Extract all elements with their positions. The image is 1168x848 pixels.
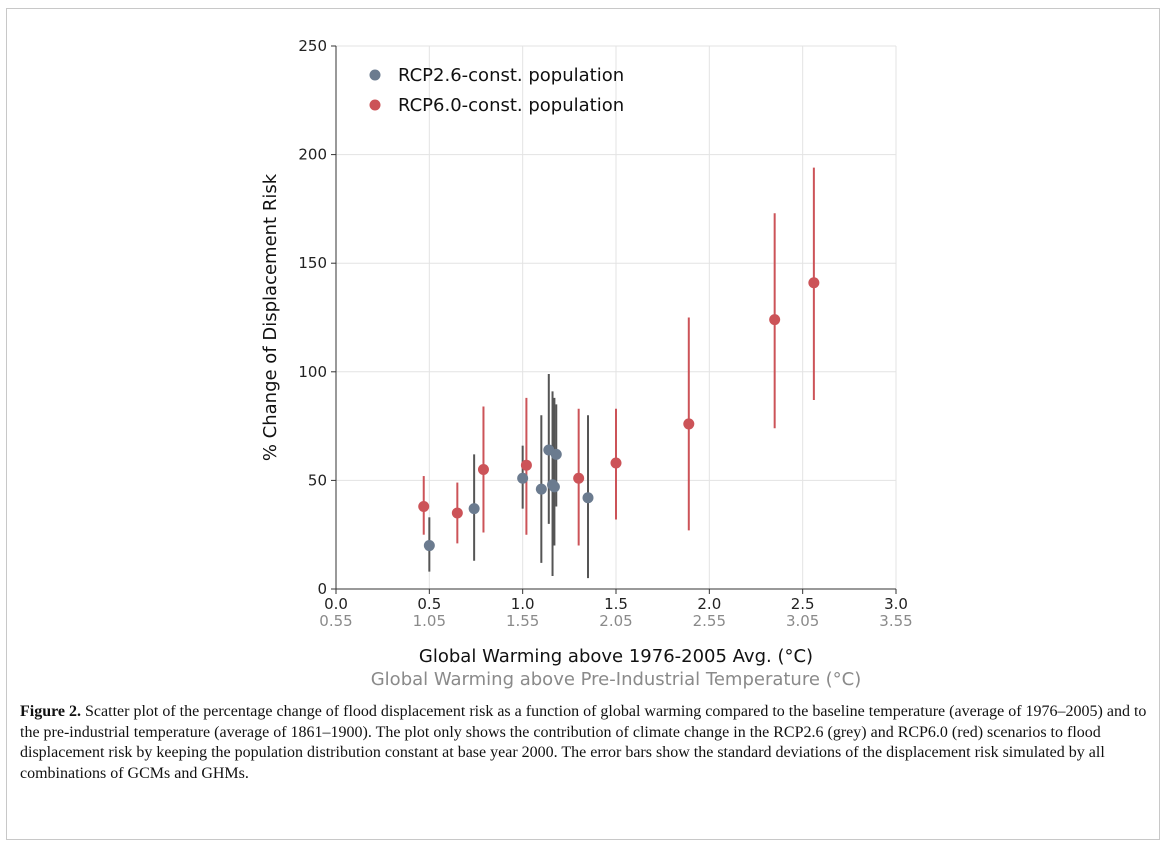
- x-axis-label: Global Warming above 1976-2005 Avg. (°C): [419, 646, 813, 667]
- point-series-2: [769, 314, 781, 326]
- y-tick-label: 0: [317, 580, 327, 598]
- legend: RCP2.6-const. population RCP6.0-const. po…: [369, 65, 624, 116]
- y-axis-label: % Change of Displacement Risk: [260, 173, 281, 461]
- x-tick-label: 2.5: [791, 595, 815, 613]
- legend-label-series-1: RCP2.6-const. population: [398, 65, 624, 86]
- x-tick-label: 0.0: [324, 595, 348, 613]
- y-tick-label: 50: [308, 471, 327, 489]
- y-tick-label: 200: [298, 146, 327, 164]
- scatter-chart: 0.00.550.51.051.01.551.52.052.02.552.53.…: [260, 37, 913, 690]
- point-series-2: [418, 500, 430, 512]
- legend-marker-series-1: [369, 69, 381, 81]
- x-tick-label-secondary: 2.55: [693, 612, 726, 630]
- x-tick-label: 1.5: [604, 595, 628, 613]
- x-tick-label: 2.0: [697, 595, 721, 613]
- point-series-1: [423, 540, 435, 552]
- legend-label-series-2: RCP6.0-const. population: [398, 95, 624, 116]
- point-series-2: [610, 457, 622, 469]
- y-tick-label: 250: [298, 37, 327, 55]
- x-tick-label: 3.0: [884, 595, 908, 613]
- y-tick-label: 100: [298, 363, 327, 381]
- caption-text: Scatter plot of the percentage change of…: [20, 703, 1147, 782]
- point-series-2: [573, 472, 585, 484]
- point-series-1: [517, 472, 529, 484]
- axes: 0.00.550.51.051.01.551.52.052.02.552.53.…: [298, 37, 912, 630]
- point-series-1: [582, 492, 594, 504]
- point-series-2: [808, 277, 820, 289]
- legend-marker-series-2: [369, 99, 381, 111]
- point-series-1: [548, 481, 560, 493]
- x-tick-label: 1.0: [511, 595, 535, 613]
- error-bars: [422, 167, 815, 579]
- point-series-1: [550, 448, 562, 460]
- figure-caption: Figure 2. Scatter plot of the percentage…: [20, 702, 1150, 784]
- x-tick-label-secondary: 3.05: [786, 612, 819, 630]
- point-series-2: [477, 464, 489, 476]
- x-tick-label-secondary: 2.05: [599, 612, 632, 630]
- point-series-1: [468, 503, 480, 515]
- data-points: [418, 277, 820, 552]
- x-tick-label-secondary: 1.55: [506, 612, 539, 630]
- point-series-2: [520, 459, 532, 471]
- y-tick-label: 150: [298, 254, 327, 272]
- caption-label: Figure 2.: [20, 703, 82, 720]
- point-series-2: [451, 507, 463, 519]
- x-tick-label: 0.5: [417, 595, 441, 613]
- x-tick-label-secondary: 0.55: [319, 612, 352, 630]
- x-tick-label-secondary: 3.55: [879, 612, 912, 630]
- point-series-1: [535, 483, 547, 495]
- x-tick-label-secondary: 1.05: [413, 612, 446, 630]
- point-series-2: [683, 418, 695, 430]
- x-axis-label-secondary: Global Warming above Pre-Industrial Temp…: [371, 669, 862, 690]
- figure-frame: [6, 8, 1160, 840]
